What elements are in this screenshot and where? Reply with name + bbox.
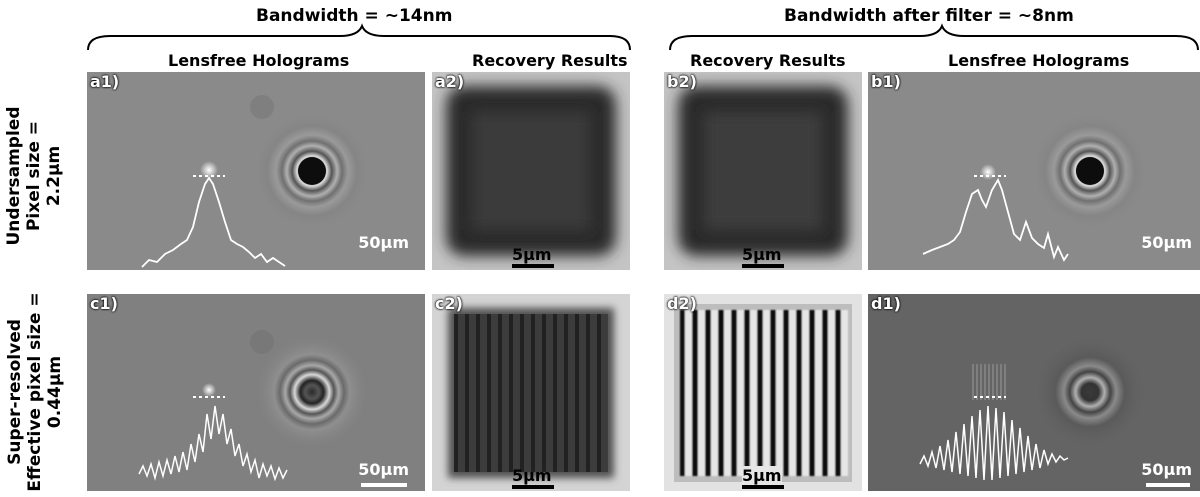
- subheader-recovery-left: Recovery Results: [472, 51, 628, 70]
- panel-d1-scale-label: 50µm: [1141, 460, 1192, 479]
- header-left: Bandwidth = ~14nm: [256, 6, 453, 26]
- panel-d2-scale-label: 5µm: [742, 466, 782, 485]
- subheader-recovery-right: Recovery Results: [690, 51, 846, 70]
- panel-c1-scale-label: 50µm: [358, 460, 409, 479]
- panel-b2-scale-label: 5µm: [742, 245, 782, 264]
- panel-c1-label: c1): [90, 294, 118, 313]
- panel-b2-recovery: b2) 5µm: [664, 72, 862, 270]
- row-label-bottom: Super-resolved Effective pixel size = 0.…: [5, 292, 65, 492]
- panel-b1-hologram: b1) 50µm: [868, 72, 1200, 270]
- panel-d2-recovery: d2) 5µm: [664, 294, 862, 491]
- panel-c2-scale-bar: [512, 485, 554, 489]
- panel-d2-scale-bar: [742, 485, 784, 489]
- header-braces: [87, 23, 1199, 51]
- row-label-top: Undersampled Pixel size = 2.2µm: [4, 106, 64, 246]
- panel-b2-label: b2): [667, 72, 697, 91]
- panel-d1-label: d1): [871, 294, 901, 313]
- header-right: Bandwidth after filter = ~8nm: [784, 6, 1074, 26]
- panel-c1-hologram: c1) 50µm: [87, 294, 425, 491]
- panel-c2-scale-label: 5µm: [512, 466, 552, 485]
- subheader-lensfree-right: Lensfree Holograms: [948, 51, 1130, 70]
- panel-c2-recovery: c2) 5µm: [432, 294, 630, 491]
- panel-a1-label: a1): [90, 72, 120, 91]
- panel-d1-hologram: d1) 50µm: [868, 294, 1200, 491]
- panel-b1-label: b1): [871, 72, 901, 91]
- panel-a2-scale-bar: [512, 264, 554, 268]
- panel-a2-scale-label: 5µm: [512, 245, 552, 264]
- panel-a2-recovery: a2) 5µm: [432, 72, 630, 270]
- panel-b1-scale-label: 50µm: [1141, 233, 1192, 252]
- panel-a1-hologram: a1) 50µm: [87, 72, 425, 270]
- panel-d2-label: d2): [667, 294, 697, 313]
- panel-d1-scale-bar: [1146, 483, 1190, 487]
- panel-a2-label: a2): [435, 72, 465, 91]
- panel-c1-scale-bar: [361, 483, 407, 487]
- subheader-lensfree-left: Lensfree Holograms: [168, 51, 350, 70]
- panel-b2-scale-bar: [742, 264, 784, 268]
- panel-a1-scale-label: 50µm: [358, 233, 409, 252]
- panel-c2-label: c2): [435, 294, 463, 313]
